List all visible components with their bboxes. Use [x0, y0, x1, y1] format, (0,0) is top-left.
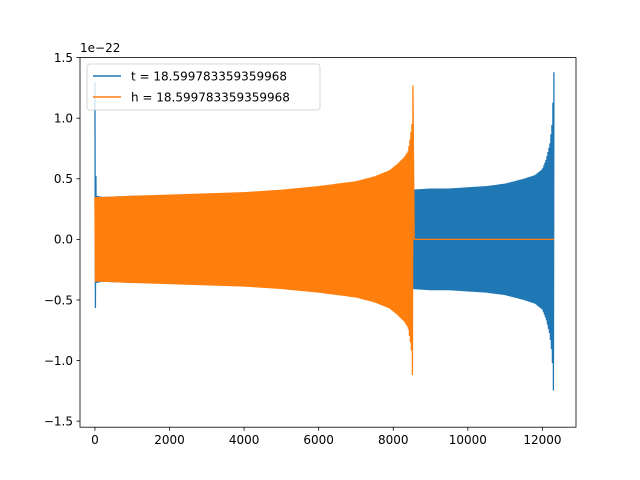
x-tick-label: 2000 [154, 433, 185, 447]
x-tick-label: 12000 [523, 433, 561, 447]
y-tick-label: 0.0 [54, 233, 73, 247]
y-tick-label: −1.0 [44, 354, 73, 368]
axes-frame [79, 57, 577, 428]
y-tick-label: 0.5 [54, 172, 73, 186]
legend-label: h = 18.599783359359968 [131, 90, 290, 104]
plot-area [94, 72, 555, 391]
legend: t = 18.599783359359968 h = 18.59978335935… [86, 63, 321, 111]
y-tick-label: 1.0 [54, 111, 73, 125]
y-tick-label: −1.5 [44, 414, 73, 428]
series-line-2 [94, 85, 554, 376]
y-tick-label: 1.5 [54, 51, 73, 65]
x-tick-label: 10000 [449, 433, 487, 447]
legend-label: t = 18.599783359359968 [131, 69, 287, 83]
y-tick-label: −0.5 [44, 293, 73, 307]
legend-frame [86, 63, 321, 111]
series-lines [94, 72, 555, 391]
axes: 0 2000 4000 6000 8000 10000 12000 −1.5 −1.0 −0.5 0… [44, 51, 577, 447]
x-tick-label: 6000 [303, 433, 334, 447]
x-tick-label: 8000 [378, 433, 409, 447]
x-tick-label: 0 [91, 433, 99, 447]
y-offset-label: 1e−22 [80, 41, 120, 55]
x-tick-label: 4000 [229, 433, 260, 447]
